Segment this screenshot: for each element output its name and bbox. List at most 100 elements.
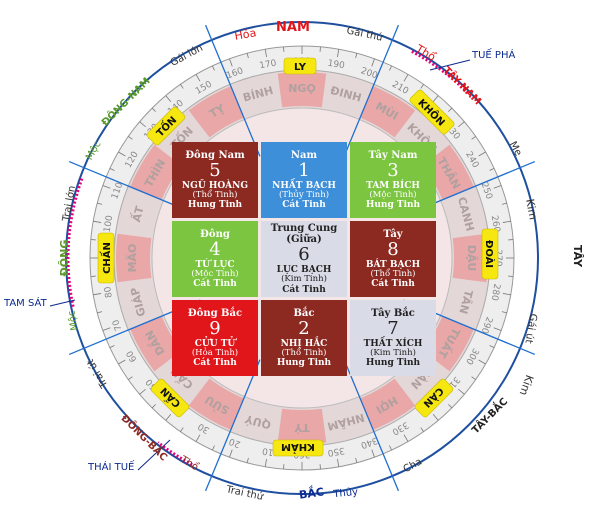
cell-element: (Thổ Tinh) xyxy=(192,189,238,200)
degree-tick xyxy=(264,458,267,467)
cell-luck: Hung Tinh xyxy=(276,358,332,369)
degree-tick xyxy=(432,95,439,102)
cell-element: (Mộc Tinh) xyxy=(191,268,239,279)
degree-tick xyxy=(389,445,392,451)
cell-tay: Tây 8 BÁT BẠCH (Thổ Tinh) Cát Tinh xyxy=(350,221,436,297)
cell-element: (Kim Tinh) xyxy=(281,274,327,285)
trigram-label: LY xyxy=(294,62,307,73)
degree-tick xyxy=(355,457,358,463)
cell-direction: Nam xyxy=(290,149,318,161)
mountain-label: DẬU xyxy=(465,245,478,272)
cell-luck: Cát Tinh xyxy=(282,200,326,211)
cell-direction: Đông xyxy=(200,228,230,240)
degree-tick xyxy=(195,434,201,442)
cell-direction: Trung Cung (Giữa) xyxy=(270,222,338,246)
mountain-label: NGỌ xyxy=(288,82,316,95)
degree-number: 170 xyxy=(259,59,278,72)
degree-tick xyxy=(337,49,340,58)
direction-dong: ĐÔNG xyxy=(58,240,71,277)
mountain-sector xyxy=(360,378,416,430)
sector-divider xyxy=(343,24,400,157)
cell-direction: Tây Bắc xyxy=(371,307,415,319)
pointer-line xyxy=(429,59,471,71)
degree-tick xyxy=(93,293,102,296)
cell-dong: Đông 4 TỨ LỤC (Mộc Tinh) Cát Tinh xyxy=(172,221,258,297)
degree-tick xyxy=(389,65,392,71)
cell-element: (Hỏa Tinh) xyxy=(191,347,239,358)
cell-element: (Mộc Tinh) xyxy=(369,189,417,200)
degree-tick xyxy=(355,53,358,59)
cell-trung-cung: Trung Cung (Giữa) 6 LỤC BẠCH (Kim Tinh) … xyxy=(261,221,347,297)
degree-tick xyxy=(493,185,502,189)
degree-tick xyxy=(371,449,375,458)
degree-tick xyxy=(212,445,215,451)
degree-tick xyxy=(180,84,184,89)
degree-tick xyxy=(118,151,126,157)
family-gai-ut: Gái út xyxy=(522,313,539,345)
marker-arc xyxy=(66,177,84,307)
sector-divider xyxy=(343,359,400,492)
degree-tick xyxy=(458,121,465,128)
degree-tick xyxy=(97,202,103,205)
annotation-tue-pha: TUẾ PHÁ xyxy=(471,47,515,61)
trigram-chan: CHẤN xyxy=(97,232,115,284)
degree-tick xyxy=(246,53,249,59)
cell-number: 5 xyxy=(209,159,221,181)
degree-tick xyxy=(128,136,133,140)
degree-tick xyxy=(489,345,495,348)
cell-tay-bac: Tây Bắc 7 THẤT XÍCH (Kim Tinh) Hung Tinh xyxy=(350,300,436,376)
degree-tick xyxy=(195,74,201,82)
degree-tick xyxy=(471,376,476,380)
element-moc-e: Mộc xyxy=(65,310,80,332)
cell-bac: Bắc 2 NHỊ HẮC (Thổ Tinh) Hung Tinh xyxy=(261,300,347,376)
degree-number: 100 xyxy=(103,214,116,233)
cell-nam: Nam 1 NHẤT BẠCH (Thủy Tinh) Cát Tinh xyxy=(261,142,347,218)
cell-star-name: NHẤT BẠCH xyxy=(272,180,336,191)
degree-tick xyxy=(229,58,233,67)
cell-luck: Hung Tinh xyxy=(365,358,421,369)
cell-element: (Thổ Tinh) xyxy=(370,268,416,279)
cell-direction: Đông Nam xyxy=(185,149,245,161)
degree-number: 10 xyxy=(261,445,274,457)
cell-direction: Tây Nam xyxy=(368,149,418,161)
cell-luck: Cát Tinh xyxy=(193,279,237,290)
marker-arc xyxy=(157,441,193,466)
cell-number: 2 xyxy=(298,317,310,339)
degree-tick xyxy=(165,414,172,421)
cell-element: (Thủy Tinh) xyxy=(278,189,330,200)
degree-tick xyxy=(109,345,115,348)
cell-star-name: BÁT BẠCH xyxy=(365,259,421,270)
degree-tick xyxy=(501,311,507,314)
degree-tick xyxy=(502,293,511,296)
cell-number: 9 xyxy=(209,317,221,339)
mountain-sector xyxy=(188,378,244,430)
degree-tick xyxy=(448,404,453,409)
degree-tick xyxy=(139,121,146,128)
element-thuy: Thủy xyxy=(332,486,359,501)
degree-number: 190 xyxy=(327,59,346,72)
degree-tick xyxy=(478,151,486,157)
degree-number: 350 xyxy=(326,445,345,458)
mountain-sector xyxy=(130,316,182,372)
cell-number: 4 xyxy=(209,238,221,260)
trigram-ly: LY xyxy=(283,57,317,75)
pointer-line xyxy=(137,439,171,471)
mountain-sector xyxy=(452,233,488,283)
degree-tick xyxy=(478,359,486,365)
cell-luck: Hung Tinh xyxy=(187,200,243,211)
degree-tick xyxy=(180,427,184,432)
mountain-label: TÝ xyxy=(293,421,310,434)
degree-tick xyxy=(501,202,507,205)
degree-tick xyxy=(151,404,156,409)
cell-dong-bac: Đông Bắc 9 CỬU TỬ (Hỏa Tinh) Cát Tinh xyxy=(172,300,258,376)
degree-tick xyxy=(229,449,233,458)
trigram-badge xyxy=(481,228,499,280)
luo-shu-grid: Đông Nam 5 NGŨ HOÀNG (Thổ Tinh) Hung Tin… xyxy=(172,142,436,376)
cell-luck: Cát Tinh xyxy=(282,284,326,295)
cell-star-name: NHỊ HẮC xyxy=(280,338,328,349)
degree-tick xyxy=(151,107,156,112)
direction-nam: NAM xyxy=(276,20,310,35)
degree-tick xyxy=(403,434,409,442)
degree-tick xyxy=(109,168,115,171)
